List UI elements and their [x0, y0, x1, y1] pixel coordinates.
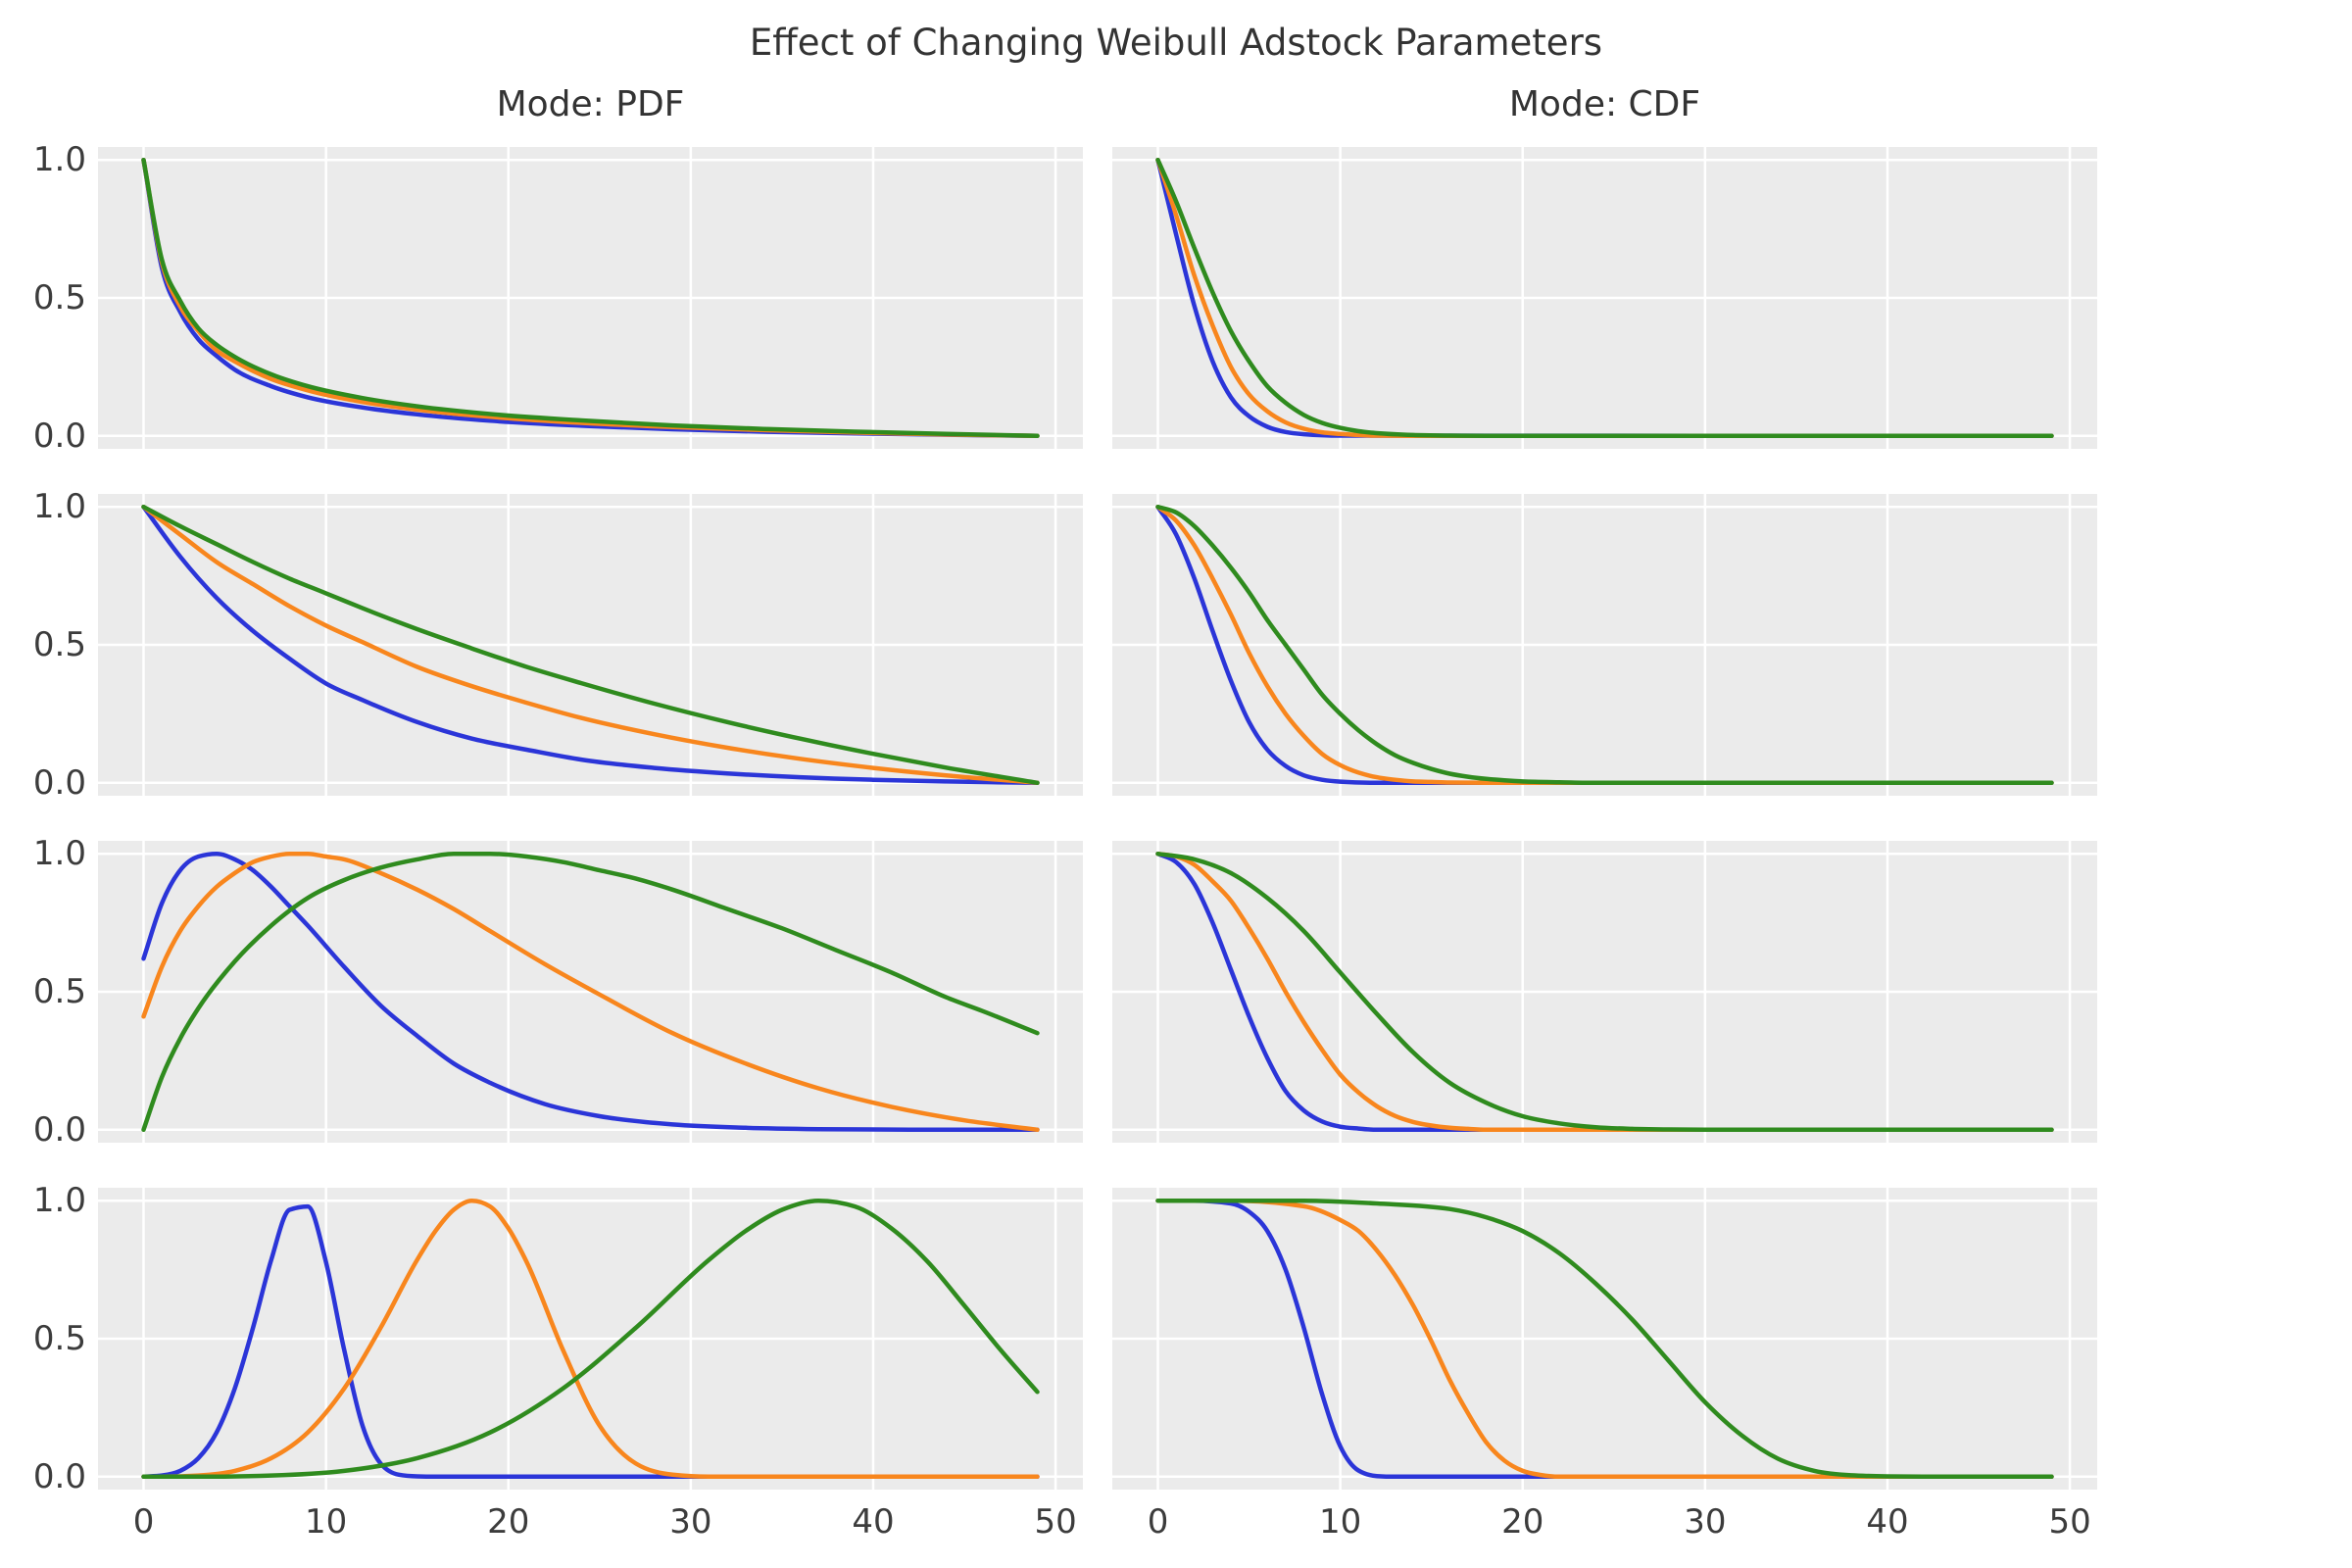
x-tick-label: 30 — [1684, 1502, 1727, 1542]
x-tick-label: 40 — [852, 1502, 895, 1542]
y-tick-label: 0.0 — [32, 416, 86, 456]
y-tick-label: 0.5 — [32, 278, 86, 318]
curve-green — [1155, 851, 2054, 1133]
y-tick-label: 1.0 — [32, 140, 86, 180]
subplot-cdf-row1 — [1112, 147, 2097, 449]
subplot-cdf-row2 — [1112, 494, 2097, 796]
subplot-pdf-row3 — [98, 841, 1083, 1143]
curve-green — [1155, 157, 2054, 439]
plot-canvas — [98, 1188, 1083, 1490]
curve-green — [141, 1198, 1040, 1480]
y-tick-label: 1.0 — [32, 1181, 86, 1221]
plot-canvas — [1112, 1188, 2097, 1490]
curve-orange — [141, 1198, 1040, 1480]
plot-canvas — [1112, 147, 2097, 449]
subplot-pdf-row4 — [98, 1188, 1083, 1490]
column-title-cdf: Mode: CDF — [1508, 84, 1701, 124]
curve-blue — [1155, 1198, 2054, 1480]
curve-blue — [141, 851, 1040, 1133]
y-tick-label: 1.0 — [32, 487, 86, 527]
y-tick-label: 0.0 — [32, 762, 86, 803]
curve-green — [141, 504, 1040, 786]
curve-orange — [141, 851, 1040, 1133]
plot-canvas — [98, 147, 1083, 449]
curve-orange — [141, 504, 1040, 786]
subplot-pdf-row1 — [98, 147, 1083, 449]
y-tick-label: 0.0 — [32, 1109, 86, 1150]
plot-canvas — [1112, 494, 2097, 796]
figure-title: Effect of Changing Weibull Adstock Param… — [749, 22, 1603, 64]
curve-green — [1155, 1198, 2054, 1480]
curve-orange — [1155, 504, 2054, 786]
x-tick-label: 50 — [2048, 1502, 2091, 1542]
x-tick-label: 20 — [487, 1502, 530, 1542]
x-tick-label: 10 — [304, 1502, 348, 1542]
x-tick-label: 20 — [1501, 1502, 1544, 1542]
column-title-pdf: Mode: PDF — [496, 84, 685, 124]
curve-orange — [1155, 851, 2054, 1133]
curve-green — [141, 157, 1040, 439]
y-tick-label: 0.5 — [32, 625, 86, 664]
x-tick-label: 40 — [1866, 1502, 1909, 1542]
curve-blue — [141, 1203, 1040, 1480]
curve-green — [141, 851, 1040, 1133]
y-tick-label: 1.0 — [32, 834, 86, 874]
y-tick-label: 0.5 — [32, 972, 86, 1011]
x-tick-label: 10 — [1318, 1502, 1362, 1542]
plot-canvas — [1112, 841, 2097, 1143]
plot-canvas — [98, 841, 1083, 1143]
subplot-cdf-row4 — [1112, 1188, 2097, 1490]
curve-green — [1155, 504, 2054, 786]
x-tick-label: 30 — [669, 1502, 712, 1542]
x-tick-label: 0 — [132, 1502, 155, 1542]
subplot-cdf-row3 — [1112, 841, 2097, 1143]
y-tick-label: 0.5 — [32, 1319, 86, 1358]
plot-canvas — [98, 494, 1083, 796]
curve-orange — [1155, 1198, 2054, 1480]
x-tick-label: 50 — [1034, 1502, 1077, 1542]
subplot-pdf-row2 — [98, 494, 1083, 796]
y-tick-label: 0.0 — [32, 1456, 86, 1496]
curve-blue — [141, 504, 1040, 786]
x-tick-label: 0 — [1147, 1502, 1169, 1542]
